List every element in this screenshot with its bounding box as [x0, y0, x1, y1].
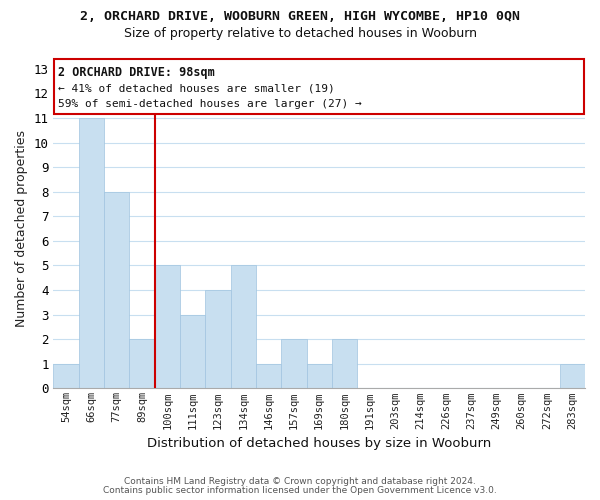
Text: Contains HM Land Registry data © Crown copyright and database right 2024.: Contains HM Land Registry data © Crown c…: [124, 477, 476, 486]
Y-axis label: Number of detached properties: Number of detached properties: [15, 130, 28, 327]
Bar: [281, 339, 307, 388]
Bar: [155, 266, 180, 388]
X-axis label: Distribution of detached houses by size in Wooburn: Distribution of detached houses by size …: [147, 437, 491, 450]
Bar: [180, 314, 205, 388]
Bar: [230, 266, 256, 388]
Text: 2, ORCHARD DRIVE, WOOBURN GREEN, HIGH WYCOMBE, HP10 0QN: 2, ORCHARD DRIVE, WOOBURN GREEN, HIGH WY…: [80, 10, 520, 23]
Text: 59% of semi-detached houses are larger (27) →: 59% of semi-detached houses are larger (…: [58, 100, 361, 110]
Bar: [104, 192, 130, 388]
FancyBboxPatch shape: [54, 60, 584, 114]
Bar: [332, 339, 357, 388]
Bar: [307, 364, 332, 388]
Bar: [79, 118, 104, 388]
Text: Size of property relative to detached houses in Wooburn: Size of property relative to detached ho…: [124, 28, 476, 40]
Bar: [205, 290, 230, 388]
Bar: [256, 364, 281, 388]
Text: Contains public sector information licensed under the Open Government Licence v3: Contains public sector information licen…: [103, 486, 497, 495]
Text: 2 ORCHARD DRIVE: 98sqm: 2 ORCHARD DRIVE: 98sqm: [58, 66, 214, 79]
Bar: [53, 364, 79, 388]
Text: ← 41% of detached houses are smaller (19): ← 41% of detached houses are smaller (19…: [58, 84, 334, 94]
Bar: [130, 339, 155, 388]
Bar: [560, 364, 585, 388]
